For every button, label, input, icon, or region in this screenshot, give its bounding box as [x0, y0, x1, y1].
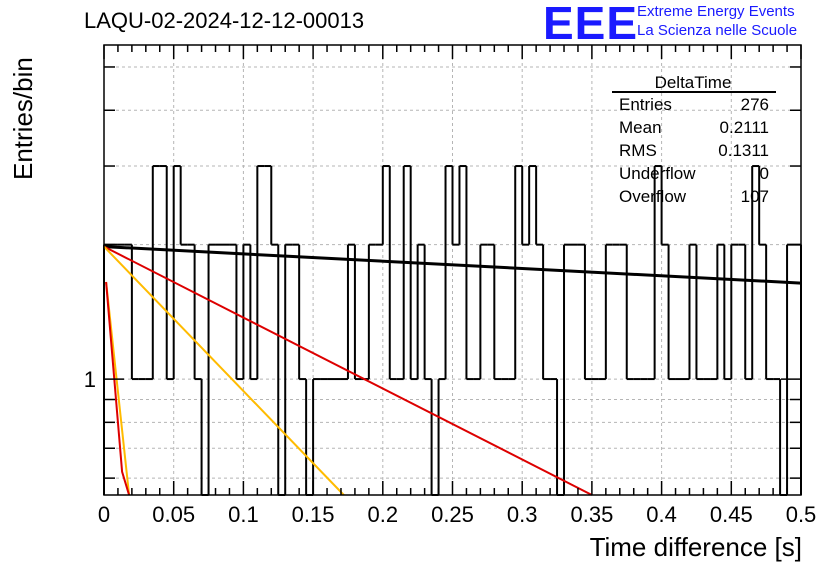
- histogram-bin: [409, 166, 418, 381]
- histogram-bin: [235, 244, 244, 381]
- histogram-bin: [542, 244, 551, 381]
- histogram-bin: [528, 165, 537, 245]
- histogram-bin: [437, 378, 446, 495]
- stats-row-value: 107: [741, 187, 769, 206]
- histogram-bin: [381, 165, 390, 245]
- histogram-bin: [249, 244, 258, 381]
- eee-logo: EEE: [543, 0, 639, 49]
- histogram-bin: [200, 379, 209, 496]
- histogram-bin: [444, 165, 453, 380]
- x-axis-label: Time difference [s]: [589, 532, 802, 562]
- histogram-bin: [242, 243, 251, 380]
- histogram-bin: [730, 243, 739, 380]
- histogram-bin: [346, 243, 355, 380]
- y-tick-label: 1: [84, 367, 96, 392]
- histogram-bin: [353, 244, 362, 381]
- logo-line-1: Extreme Energy Events: [637, 3, 795, 20]
- histogram-bin: [723, 244, 732, 381]
- stats-row-value: 0.1311: [718, 141, 769, 160]
- histogram-bin: [751, 165, 760, 380]
- histogram-bin: [312, 378, 321, 495]
- logo-caption: Extreme Energy Events La Scienza nelle S…: [637, 2, 797, 40]
- x-tick-label: 0.4: [646, 502, 677, 527]
- histogram-bin: [716, 243, 725, 380]
- histogram-bin: [653, 165, 662, 380]
- x-tick-label: 0.1: [228, 502, 259, 527]
- histogram-bin: [367, 243, 376, 380]
- x-tick-label: 0.25: [431, 502, 474, 527]
- histogram-bin: [172, 165, 181, 380]
- stats-row-value: 276: [741, 95, 769, 114]
- fit-lines: [103, 245, 802, 496]
- x-tick-label: 0.35: [570, 502, 613, 527]
- histogram-bin: [744, 244, 753, 381]
- histogram-bin: [688, 243, 697, 380]
- stats-row-value: 0.2111: [720, 118, 769, 137]
- logo-line-2: La Scienza nelle Scuole: [637, 22, 798, 39]
- histogram-bin: [284, 243, 293, 495]
- histogram-bin: [256, 165, 265, 380]
- stats-row-label: RMS: [619, 141, 657, 160]
- x-tick-label: 0.2: [368, 502, 399, 527]
- histogram-bin: [193, 244, 202, 381]
- histogram-bin: [277, 244, 286, 496]
- histogram-bin: [493, 244, 502, 381]
- x-tick-label: 0.15: [292, 502, 335, 527]
- histogram-bin: [458, 165, 467, 245]
- stats-row-label: Underflow: [619, 164, 696, 183]
- histogram-bin: [465, 166, 474, 381]
- histogram-bin: [165, 166, 174, 381]
- histogram-bin: [179, 166, 188, 246]
- histogram-bin: [402, 165, 411, 380]
- histogram-bin: [103, 243, 111, 495]
- histogram-bin: [130, 244, 139, 381]
- histogram-bars: [103, 165, 802, 496]
- histogram-bin: [423, 244, 432, 381]
- stats-row-label: Overflow: [619, 187, 687, 206]
- histogram-bin: [416, 243, 425, 380]
- histogram-bin: [479, 243, 488, 380]
- stats-box-title: DeltaTime: [655, 73, 732, 92]
- x-tick-label: 0.45: [710, 502, 753, 527]
- histogram-bin: [270, 166, 279, 246]
- fit-curve: [103, 245, 345, 496]
- histogram-bin: [521, 166, 530, 246]
- fit-curve: [103, 245, 802, 285]
- histogram-bin: [604, 243, 613, 380]
- x-tick-label: 0.05: [152, 502, 195, 527]
- histogram-bin: [535, 166, 544, 246]
- x-tick-label: 0.3: [507, 502, 538, 527]
- histogram-bin: [695, 244, 704, 381]
- histogram-bin: [583, 244, 592, 381]
- histogram-bin: [388, 166, 397, 381]
- stats-row-label: Mean: [619, 118, 662, 137]
- x-tick-label: 0: [98, 502, 110, 527]
- histogram-bin: [305, 379, 314, 496]
- histogram-bin: [667, 244, 676, 381]
- stats-row-value: 0: [760, 164, 769, 183]
- histogram-bin: [660, 166, 669, 246]
- histogram-bin: [765, 244, 774, 381]
- histogram-bin: [779, 379, 788, 496]
- histogram-bin: [514, 165, 523, 380]
- histogram-bin: [207, 243, 216, 495]
- axis-ticks: 0 0.05 0.1 0.15 0.2 0.25 0.3 0.35 0.4 0.45 0.5 1: [84, 45, 817, 527]
- fit-curve: [103, 245, 593, 496]
- stats-row-label: Entries: [619, 95, 672, 114]
- x-tick-label: 0.5: [786, 502, 817, 527]
- plot-title: LAQU-02-2024-12-12-00013: [84, 8, 365, 33]
- histogram-bin: [625, 244, 634, 381]
- histogram-bin: [430, 379, 439, 496]
- histogram-bin: [451, 166, 460, 246]
- histogram-bin: [298, 244, 307, 381]
- stats-box: DeltaTime Entries 276 Mean 0.2111 RMS 0.1311 U…: [612, 73, 776, 206]
- histogram-bin: [563, 243, 571, 495]
- fit-curve: [105, 281, 131, 496]
- histogram-bin: [758, 166, 767, 246]
